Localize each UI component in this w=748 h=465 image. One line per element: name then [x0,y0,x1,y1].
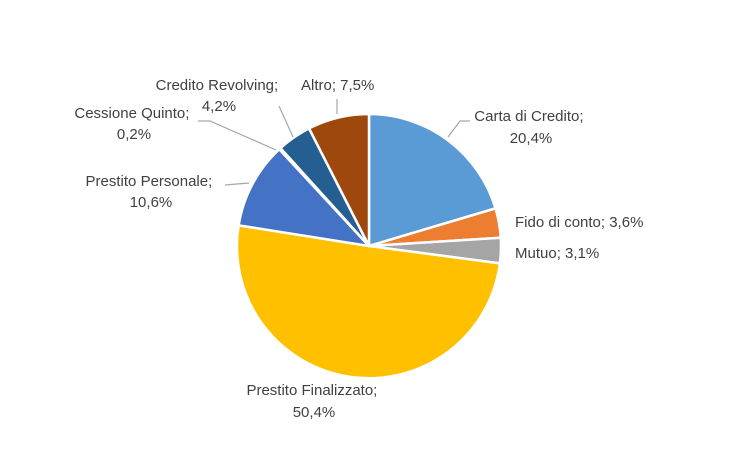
leader-line-credito-revolving [278,105,294,138]
leader-line-prestito-personale [224,182,250,186]
label-carta-di-credito-value: 20,4% [510,130,553,147]
label-credito-revolving-name: Credito Revolving; [156,77,279,94]
pie-slice-altro [307,112,371,248]
label-carta-di-credito-name: Carta di Credito; [474,108,583,125]
label-cessione-quinto: Cessione Quinto; 0,2% [74,105,193,143]
pie-slice-carta-di-credito [367,112,497,248]
label-prestito-finalizzato-name: Prestito Finalizzato; [246,382,377,399]
pie-slice-prestito-personale [237,147,371,248]
label-prestito-personale: Prestito Personale; 10,6% [86,173,217,211]
label-cessione-quinto-name: Cessione Quinto; [74,105,189,122]
leader-lines [198,99,470,186]
label-prestito-personale-name: Prestito Personale; [86,173,213,190]
label-cessione-quinto-value: 0,2% [117,126,151,143]
label-prestito-finalizzato-value: 50,4% [293,404,336,421]
pie-slice-prestito-finalizzato [235,224,502,380]
label-altro: Altro; 7,5% [301,77,374,94]
data-labels: Carta di Credito; 20,4% Fido di conto; 3… [74,77,643,421]
pie-slices [235,112,503,380]
leader-line-carta-di-credito [447,120,470,138]
leader-line-cessione-quinto [198,120,277,151]
label-mutuo: Mutuo; 3,1% [515,245,599,262]
label-carta-di-credito: Carta di Credito; 20,4% [474,108,587,147]
label-credito-revolving: Credito Revolving; 4,2% [156,77,283,115]
label-prestito-finalizzato: Prestito Finalizzato; 50,4% [246,382,381,421]
label-prestito-personale-value: 10,6% [130,194,173,211]
label-credito-revolving-value: 4,2% [202,98,236,115]
label-fido-di-conto: Fido di conto; 3,6% [515,214,643,231]
